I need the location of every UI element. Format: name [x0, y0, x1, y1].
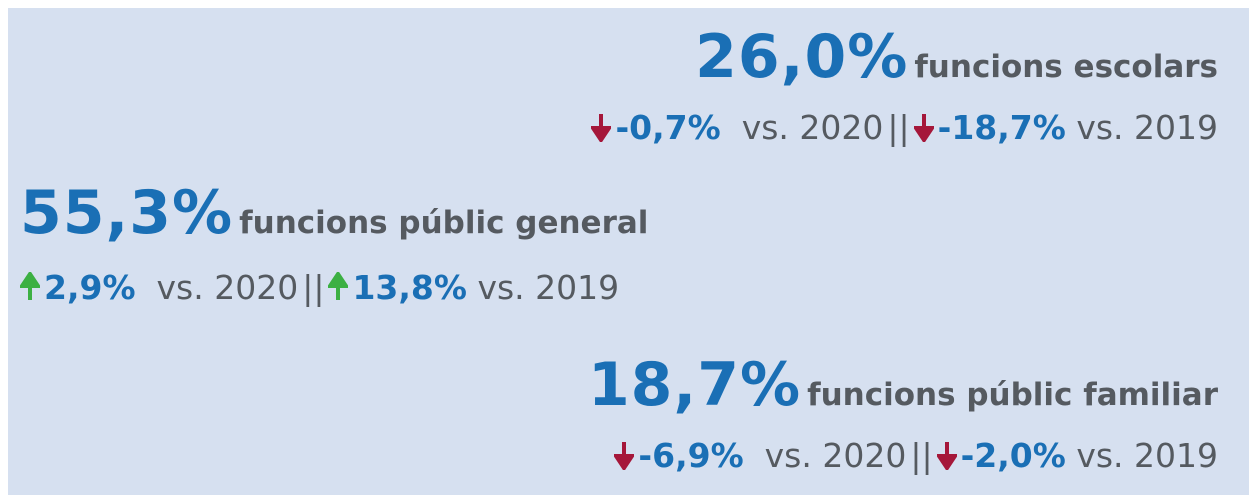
separator: ||: [302, 268, 325, 307]
arrow-up: [328, 272, 349, 300]
period: vs. 2019: [1076, 108, 1218, 147]
kpi-headline: 55,3% funcions públic general: [20, 178, 648, 248]
kpi-value: 18,7%: [587, 350, 802, 420]
change: -2,0%: [960, 436, 1066, 475]
period: vs. 2019: [477, 268, 620, 307]
arrow-down: [913, 114, 934, 142]
arrow-down: [614, 442, 635, 470]
period: vs. 2020: [764, 436, 907, 475]
comparison-line: -6,9% vs. 2020 || -2,0% vs. 2019: [614, 436, 1218, 475]
arrow-down: [591, 114, 612, 142]
kpi-value: 55,3%: [20, 178, 234, 248]
kpi-value: 26,0%: [695, 22, 909, 92]
period: vs. 2019: [1076, 436, 1218, 475]
change: 13,8%: [352, 268, 467, 307]
period: vs. 2020: [156, 268, 299, 307]
kpi-headline: 26,0% funcions escolars: [695, 22, 1218, 92]
change: 2,9%: [44, 268, 136, 307]
change: -0,7%: [615, 108, 721, 147]
kpi-label: funcions públic familiar: [807, 377, 1218, 413]
arrow-down: [936, 442, 957, 470]
kpi-label: funcions escolars: [914, 49, 1218, 85]
comparison-line: 2,9% vs. 2020 || 13,8% vs. 2019: [20, 268, 619, 307]
change: -6,9%: [638, 436, 744, 475]
change: -18,7%: [937, 108, 1066, 147]
separator: ||: [910, 436, 933, 475]
panel: 26,0% funcions escolars -0,7% vs. 2020 || -…: [8, 8, 1249, 495]
arrow-up: [20, 272, 40, 300]
period: vs. 2020: [741, 108, 884, 147]
kpi-headline: 18,7% funcions públic familiar: [588, 350, 1218, 420]
comparison-line: -0,7% vs. 2020 || -18,7% vs. 2019: [591, 108, 1218, 147]
separator: ||: [887, 108, 910, 147]
kpi-label: funcions públic general: [239, 205, 649, 241]
